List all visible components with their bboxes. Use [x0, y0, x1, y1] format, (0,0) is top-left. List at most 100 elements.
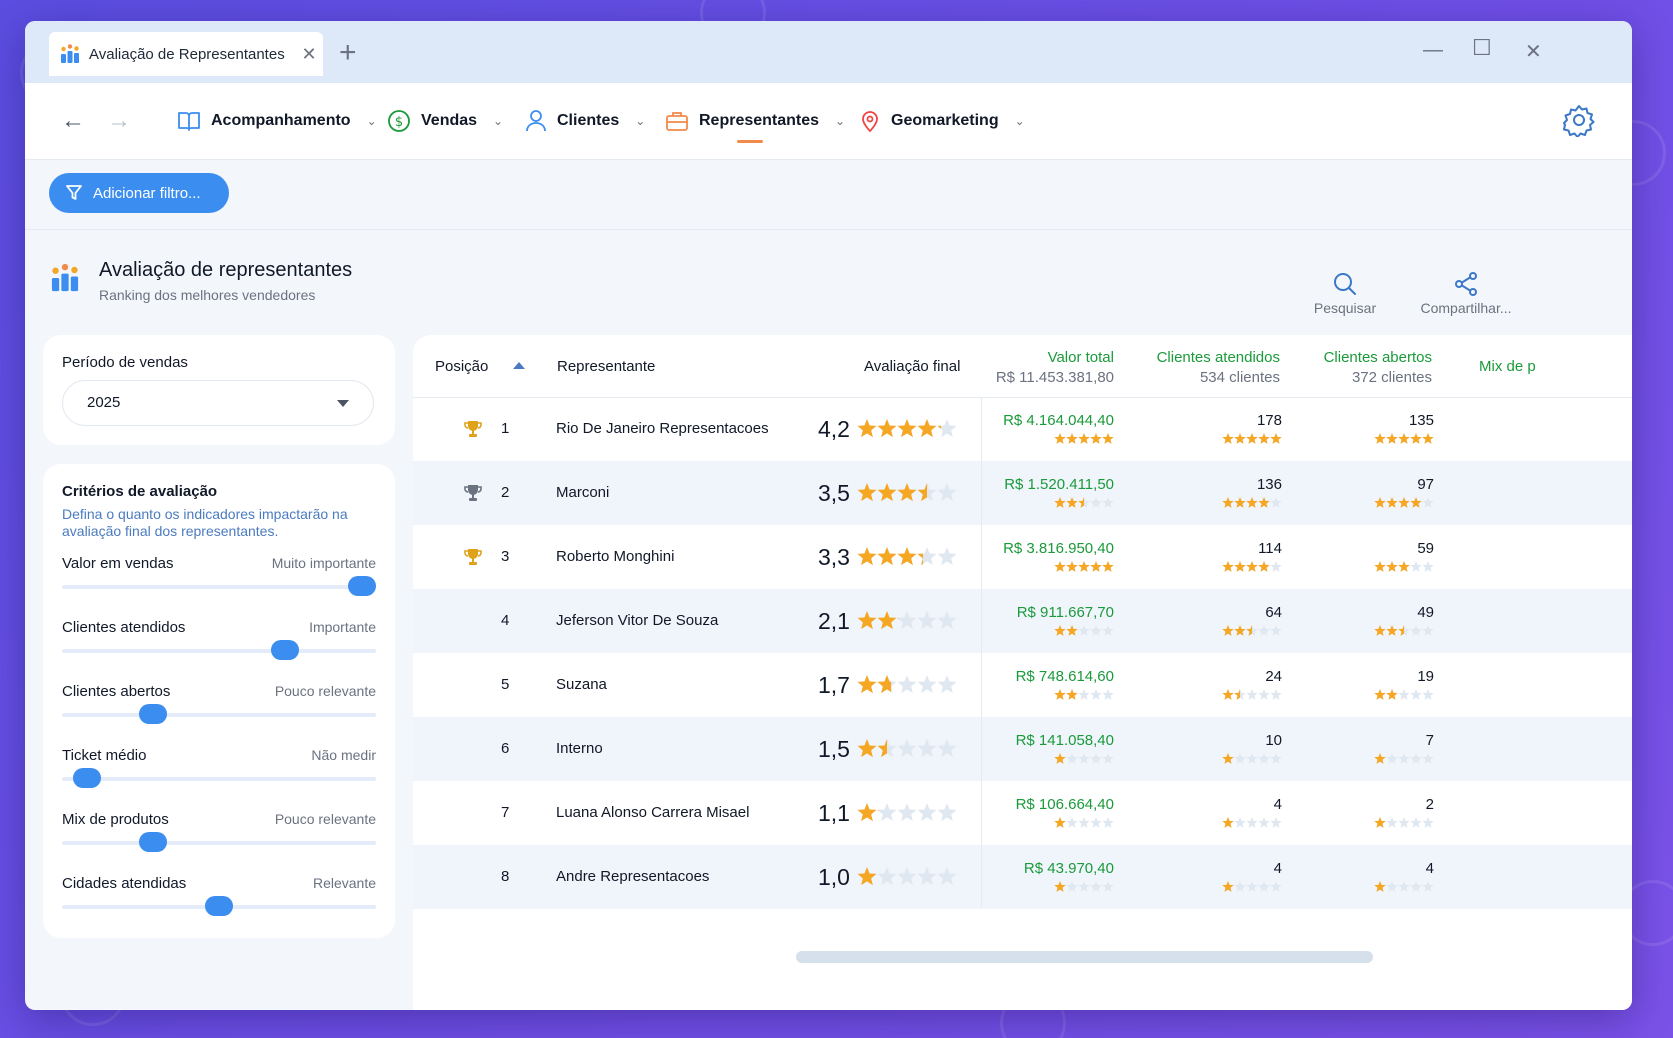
slider-track[interactable]: [62, 713, 376, 717]
maximize-icon[interactable]: ☐: [1472, 35, 1492, 60]
app-window: Avaliação de Representantes ✕ + — ☐ ✕ ← …: [25, 21, 1632, 1010]
menu-representantes[interactable]: Representantes ⌄: [665, 83, 845, 159]
total-value: R$ 3.816.950,40: [1003, 540, 1114, 557]
criterion-slider[interactable]: Cidades atendidas Relevante: [62, 875, 376, 916]
criterion-slider[interactable]: Ticket médio Não medir: [62, 747, 376, 788]
star-icon: [897, 611, 917, 630]
header-clients-opened[interactable]: Clientes abertos 372 clientes: [1324, 349, 1432, 386]
forward-arrow-icon[interactable]: →: [107, 107, 131, 134]
criterion-slider[interactable]: Clientes atendidos Importante: [62, 619, 376, 660]
slider-track[interactable]: [62, 585, 376, 589]
table-row[interactable]: 4 Jeferson Vitor De Souza 2,1 R$ 911.667,70…: [413, 589, 1632, 653]
final-rating-stars: [857, 419, 957, 438]
slider-knob[interactable]: [270, 640, 299, 660]
trophy-icon: [463, 419, 483, 444]
close-tab-icon[interactable]: ✕: [301, 43, 317, 64]
star-icon: [1090, 817, 1102, 828]
star-icon: [1054, 817, 1066, 828]
slider-knob[interactable]: [205, 896, 233, 916]
close-window-icon[interactable]: ✕: [1525, 41, 1542, 63]
column-divider: [981, 397, 982, 907]
rank-position: 6: [501, 740, 510, 757]
criterion-slider[interactable]: Clientes abertos Pouco relevante: [62, 683, 376, 724]
criteria-description: Defina o quanto os indicadores impactarã…: [62, 506, 348, 539]
star-icon: [1246, 689, 1258, 700]
clients-served-stars: [1222, 817, 1282, 828]
total-value: R$ 4.164.044,40: [1003, 412, 1114, 429]
star-icon: [897, 867, 917, 886]
criterion-slider[interactable]: Valor em vendas Muito importante: [62, 555, 376, 596]
period-label: Período de vendas: [62, 354, 188, 371]
period-select[interactable]: 2025: [62, 380, 374, 426]
star-icon: [897, 739, 917, 758]
star-icon: [1410, 433, 1422, 444]
header-representative[interactable]: Representante: [557, 358, 656, 375]
menu-label: Representantes: [699, 112, 820, 129]
header-final-rating[interactable]: Avaliação final: [864, 358, 961, 375]
search-action[interactable]: Pesquisar: [1310, 271, 1380, 316]
back-arrow-icon[interactable]: ←: [61, 107, 85, 134]
star-icon: [1410, 881, 1422, 892]
menu-clientes[interactable]: Clientes ⌄: [525, 83, 645, 159]
criterion-slider[interactable]: Mix de produtos Pouco relevante: [62, 811, 376, 852]
star-icon: [1258, 817, 1270, 828]
star-icon: [1078, 433, 1090, 444]
representative-name: Roberto Monghini: [556, 548, 675, 565]
header-total-value[interactable]: Valor total R$ 11.453.381,80: [996, 349, 1114, 386]
star-icon: [1102, 497, 1114, 508]
table-row[interactable]: 2 Marconi 3,5 R$ 1.520.411,50 136 97: [413, 461, 1632, 525]
add-filter-button[interactable]: Adicionar filtro...: [49, 173, 229, 213]
header-position[interactable]: Posição: [435, 358, 489, 375]
slider-track[interactable]: [62, 841, 376, 845]
star-icon: [897, 419, 917, 438]
table-row[interactable]: 5 Suzana 1,7 R$ 748.614,60 24 19: [413, 653, 1632, 717]
header-title: Clientes atendidos: [1156, 349, 1280, 366]
slider-knob[interactable]: [139, 704, 168, 724]
new-tab-icon[interactable]: +: [339, 36, 357, 69]
representative-name: Andre Representacoes: [556, 868, 710, 885]
final-score: 2,1: [818, 608, 850, 634]
star-icon: [1398, 433, 1410, 444]
table-row[interactable]: 7 Luana Alonso Carrera Misael 1,1 R$ 106.66…: [413, 781, 1632, 845]
clients-opened-stars: [1374, 881, 1434, 892]
star-icon: [937, 419, 957, 438]
star-icon: [857, 611, 877, 630]
slider-track[interactable]: [62, 649, 376, 653]
gear-icon[interactable]: [1562, 103, 1596, 137]
title-bar: Avaliação de Representantes ✕ + — ☐ ✕: [25, 21, 1632, 83]
minimize-icon[interactable]: —: [1423, 39, 1443, 61]
slider-track[interactable]: [62, 777, 376, 781]
slider-knob[interactable]: [73, 768, 102, 788]
final-score: 1,7: [818, 672, 850, 698]
star-icon: [1270, 753, 1282, 764]
table-row[interactable]: 6 Interno 1,5 R$ 141.058,40 10 7: [413, 717, 1632, 781]
star-icon: [1066, 753, 1078, 764]
menu-vendas[interactable]: $ Vendas ⌄: [387, 83, 503, 159]
star-icon: [917, 803, 937, 822]
clients-served-stars: [1222, 561, 1282, 572]
star-icon: [1386, 689, 1398, 700]
menu-label: Clientes: [557, 112, 620, 129]
clients-served: 136: [1256, 476, 1282, 493]
horizontal-scrollbar[interactable]: [796, 951, 1373, 963]
star-icon: [1374, 497, 1386, 508]
share-action[interactable]: Compartilhar...: [1408, 271, 1524, 316]
criterion-name: Ticket médio: [62, 747, 147, 764]
table-row[interactable]: 3 Roberto Monghini 3,3 R$ 3.816.950,40 114 59: [413, 525, 1632, 589]
menu-acompanhamento[interactable]: Acompanhamento ⌄: [177, 83, 377, 159]
table-row[interactable]: 8 Andre Representacoes 1,0 R$ 43.970,40 4 4: [413, 845, 1632, 909]
slider-knob[interactable]: [348, 576, 376, 596]
sort-ascending-icon[interactable]: [513, 362, 525, 369]
header-product-mix[interactable]: Mix de p: [1479, 358, 1536, 375]
table-row[interactable]: 1 Rio De Janeiro Representacoes 4,2 R$ 4.16…: [413, 397, 1632, 461]
star-icon: [1234, 433, 1246, 444]
menu-geomarketing[interactable]: Geomarketing ⌄: [859, 83, 1025, 159]
slider-knob[interactable]: [139, 832, 168, 852]
representative-name: Jeferson Vitor De Souza: [556, 612, 719, 629]
star-icon: [1234, 561, 1246, 572]
criterion-level: Pouco relevante: [274, 683, 376, 699]
header-clients-served[interactable]: Clientes atendidos 534 clientes: [1157, 349, 1280, 386]
browser-tab[interactable]: Avaliação de Representantes ✕: [49, 32, 323, 76]
star-icon: [1398, 753, 1410, 764]
star-icon: [917, 867, 937, 886]
